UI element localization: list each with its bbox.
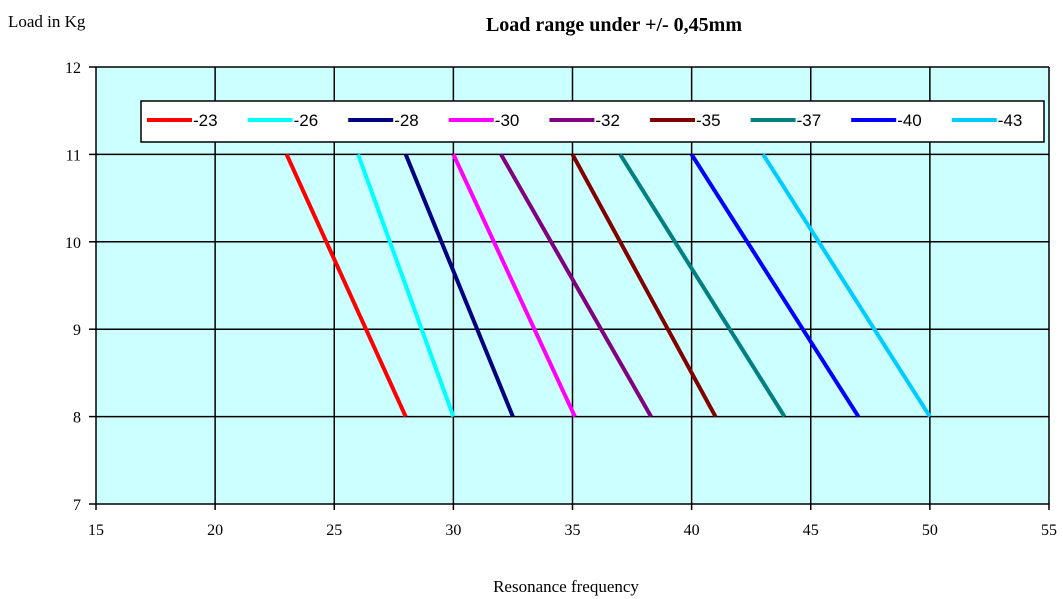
x-tick-label: 20: [207, 522, 223, 539]
legend-label: -30: [495, 111, 520, 130]
legend-label: -40: [897, 111, 922, 130]
x-tick-label: 55: [1041, 522, 1057, 539]
series-line-minus43: [761, 153, 932, 418]
y-tick-label: 11: [66, 147, 81, 164]
x-tick-label: 35: [565, 522, 581, 539]
y-tick-label: 8: [73, 410, 81, 427]
x-tick-label: 45: [803, 522, 819, 539]
legend-label: -23: [193, 111, 218, 130]
axes: [89, 66, 1050, 510]
legend-label: -28: [394, 111, 419, 130]
chart-title: Load range under +/- 0,45mm: [486, 14, 742, 36]
legend-label: -35: [696, 111, 721, 130]
x-tick-label: 15: [88, 522, 104, 539]
y-tick-label: 9: [73, 322, 81, 339]
x-tick-label: 40: [684, 522, 700, 539]
x-tick-label: 30: [445, 522, 461, 539]
series-line-minus35: [570, 153, 718, 418]
y-tick-label: 12: [65, 60, 81, 77]
series-line-minus37: [618, 153, 787, 418]
y-tick-label: 7: [73, 497, 81, 514]
series-line-minus26: [356, 153, 456, 418]
series-line-minus30: [451, 153, 577, 418]
legend: -23 -26 -28 -30 -32 -35 -37 -40 -43: [140, 100, 1045, 143]
legend-label: -43: [998, 111, 1023, 130]
y-tick-labels: 7 8 9 10 11 12: [65, 60, 81, 514]
x-tick-label: 25: [326, 522, 342, 539]
series-line-minus32: [499, 153, 653, 418]
legend-label: -26: [294, 111, 319, 130]
legend-label: -37: [797, 111, 822, 130]
x-axis-label: Resonance frequency: [493, 577, 639, 596]
x-tick-label: 50: [922, 522, 938, 539]
y-tick-label: 10: [65, 235, 81, 252]
y-axis-label: Load in Kg: [8, 12, 86, 31]
series-line-minus23: [284, 153, 408, 418]
series-line-minus28: [403, 153, 515, 418]
series-group: [284, 153, 932, 418]
series-line-minus40: [689, 153, 861, 418]
x-tick-labels: 15 20 25 30 35 40 45 50 55: [88, 522, 1057, 539]
legend-label: -32: [595, 111, 620, 130]
